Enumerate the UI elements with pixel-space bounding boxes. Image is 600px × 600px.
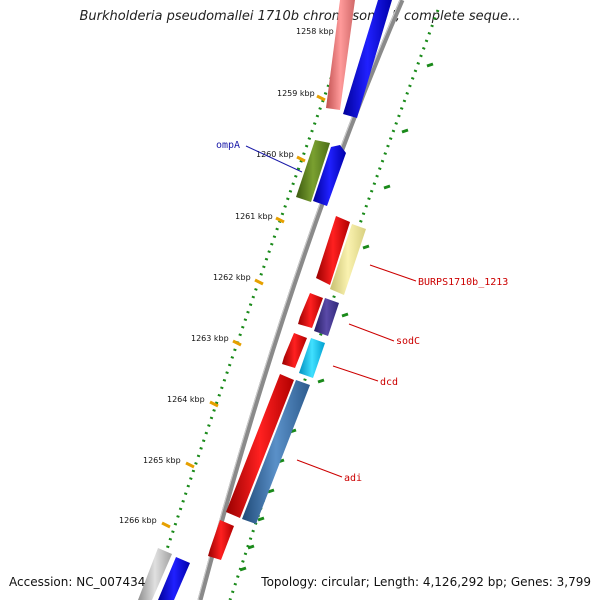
- gene-feature[interactable]: [316, 216, 350, 285]
- gene-feature[interactable]: [314, 298, 339, 336]
- topology-value: circular;: [321, 575, 370, 589]
- tick-label: 1265 kbp: [143, 456, 181, 465]
- accession-label: Accession:: [9, 575, 73, 589]
- tick-label: 1259 kbp: [277, 89, 315, 98]
- gene-feature[interactable]: [282, 333, 307, 368]
- length-value: 4,126,292 bp;: [422, 575, 508, 589]
- tick-label: 1260 kbp: [256, 150, 294, 159]
- gene-label-burps1710b-1213[interactable]: BURPS1710b_1213: [418, 277, 508, 288]
- tick-label: 1262 kbp: [213, 273, 251, 282]
- tick-label: 1264 kbp: [167, 395, 205, 404]
- length-label: Length:: [373, 575, 420, 589]
- gene-feature[interactable]: [226, 374, 294, 518]
- gene-label-ompa[interactable]: ompA: [216, 140, 240, 151]
- gene-feature[interactable]: [298, 293, 323, 328]
- tick-label: 1261 kbp: [235, 212, 273, 221]
- gene-feature[interactable]: [330, 224, 366, 295]
- tick-label: 1263 kbp: [191, 334, 229, 343]
- accession-info: Accession: NC_007434: [9, 575, 145, 589]
- gene-feature[interactable]: [208, 520, 234, 560]
- genes-value: 3,799: [556, 575, 591, 589]
- genes-reverse-strand: [138, 0, 355, 600]
- gc-marks: [239, 62, 434, 572]
- topology-label: Topology:: [261, 575, 318, 589]
- tick-label: 1266 kbp: [119, 516, 157, 525]
- gene-label-adi[interactable]: adi: [344, 473, 362, 484]
- gc-content-track-left: [148, 39, 347, 600]
- label-leaders: [245, 145, 417, 478]
- gene-feature[interactable]: [326, 0, 355, 110]
- accession-value: NC_007434: [76, 575, 146, 589]
- gene-label-sodc[interactable]: sodC: [396, 336, 420, 347]
- gene-feature[interactable]: [296, 140, 330, 202]
- genes-label: Genes:: [510, 575, 553, 589]
- gene-feature[interactable]: [313, 145, 346, 206]
- gene-feature[interactable]: [158, 557, 190, 600]
- gene-feature[interactable]: [299, 338, 325, 378]
- genes-forward-strand: [158, 0, 392, 600]
- tick-marks: [161, 34, 345, 529]
- tick-label: 1258 kbp: [296, 27, 334, 36]
- map-title: Burkholderia pseudomallei 1710b chromoso…: [79, 9, 521, 24]
- gene-feature[interactable]: [138, 548, 172, 600]
- gene-labels: ompA BURPS1710b_1213 sodC dcd adi: [216, 140, 508, 484]
- genome-summary: Topology: circular; Length: 4,126,292 bp…: [261, 575, 591, 589]
- gene-label-dcd[interactable]: dcd: [380, 377, 398, 388]
- chromosome-backbone: [197, 0, 405, 600]
- gene-feature[interactable]: [343, 0, 392, 118]
- gene-feature[interactable]: [242, 380, 310, 524]
- tick-labels: 1258 kbp 1259 kbp 1260 kbp 1261 kbp 1262…: [119, 27, 334, 525]
